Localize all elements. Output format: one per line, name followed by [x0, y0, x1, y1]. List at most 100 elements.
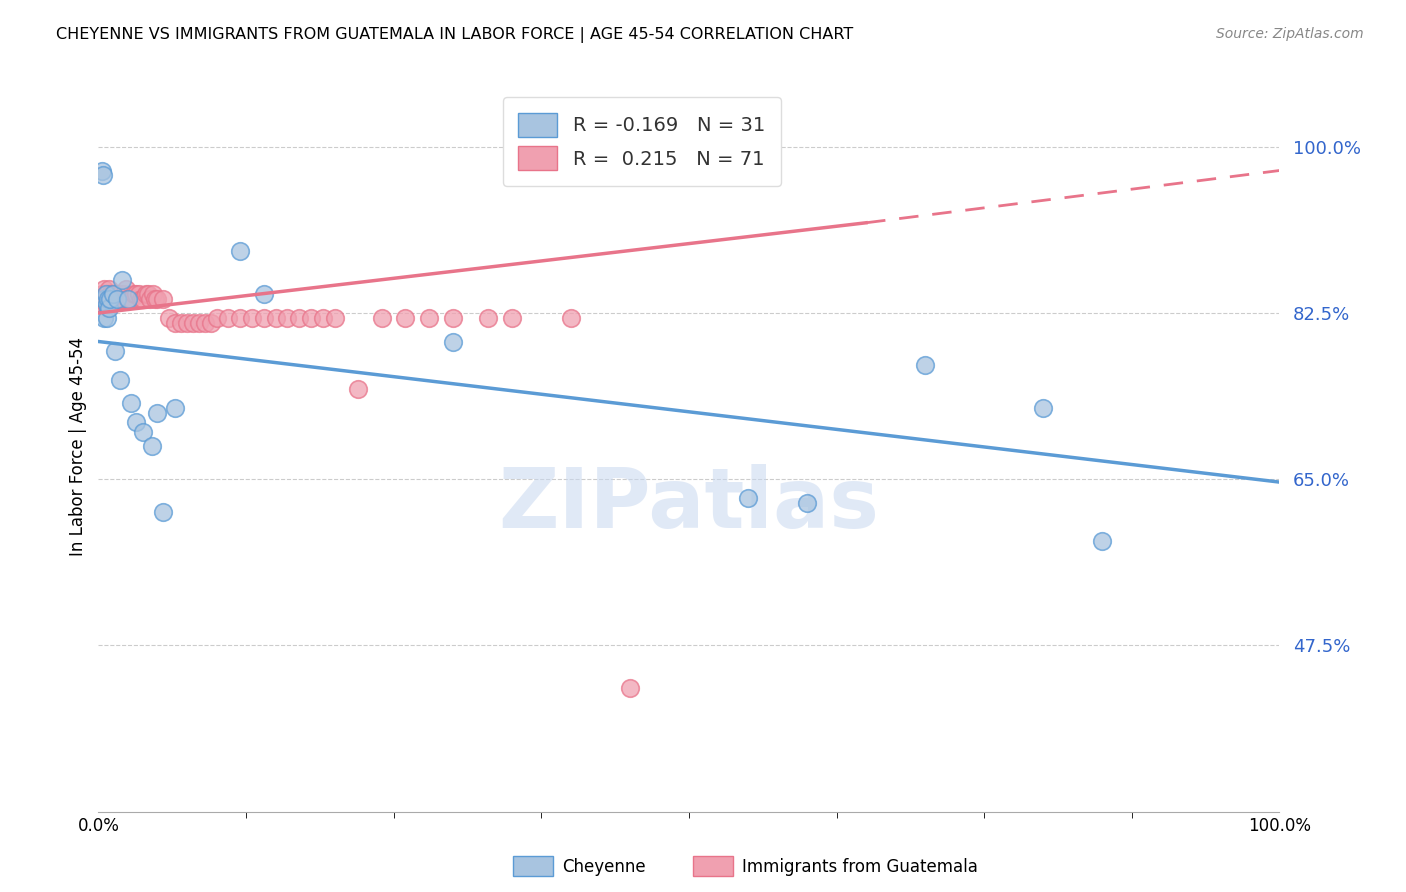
Point	[98, 282, 121, 296]
Point	[94, 287, 117, 301]
Point	[253, 287, 276, 301]
Point	[1091, 533, 1114, 548]
Point	[97, 287, 120, 301]
Point	[181, 316, 204, 330]
Point	[107, 292, 129, 306]
Point	[299, 310, 322, 325]
Point	[165, 401, 187, 415]
Point	[115, 292, 138, 306]
Point	[141, 439, 163, 453]
Point	[796, 496, 818, 510]
Point	[135, 287, 157, 301]
Point	[132, 425, 155, 439]
Text: Immigrants from Guatemala: Immigrants from Guatemala	[742, 858, 979, 876]
Point	[110, 292, 132, 306]
Point	[128, 287, 150, 301]
Point	[619, 681, 641, 696]
Point	[112, 287, 135, 301]
Point	[91, 168, 114, 182]
Text: Cheyenne: Cheyenne	[562, 858, 645, 876]
Point	[117, 292, 139, 306]
Point	[276, 310, 298, 325]
Y-axis label: In Labor Force | Age 45-54: In Labor Force | Age 45-54	[69, 336, 87, 556]
Point	[146, 406, 169, 420]
Point	[501, 310, 523, 325]
Point	[187, 316, 209, 330]
Point	[288, 310, 311, 325]
Legend: R = -0.169   N = 31, R =  0.215   N = 71: R = -0.169 N = 31, R = 0.215 N = 71	[503, 97, 780, 186]
Point	[152, 506, 174, 520]
Point	[98, 301, 121, 316]
Point	[129, 292, 152, 306]
Point	[101, 287, 124, 301]
Point	[122, 287, 145, 301]
Point	[157, 310, 180, 325]
Point	[139, 292, 162, 306]
Point	[394, 310, 416, 325]
Point	[117, 292, 139, 306]
Point	[253, 310, 276, 325]
Point	[105, 292, 128, 306]
Point	[118, 292, 141, 306]
Point	[143, 292, 166, 306]
Point	[477, 310, 499, 325]
Point	[914, 358, 936, 372]
Point	[121, 292, 143, 306]
Point	[96, 292, 118, 306]
Point	[176, 316, 198, 330]
Point	[264, 310, 287, 325]
Point	[91, 163, 114, 178]
Point	[121, 396, 143, 410]
Point	[217, 310, 239, 325]
Point	[194, 316, 217, 330]
Point	[312, 310, 335, 325]
Point	[93, 292, 115, 306]
Point	[200, 316, 222, 330]
Point	[240, 310, 263, 325]
Point	[94, 296, 117, 310]
Point	[170, 316, 193, 330]
Point	[108, 287, 131, 301]
Point	[165, 316, 187, 330]
Text: CHEYENNE VS IMMIGRANTS FROM GUATEMALA IN LABOR FORCE | AGE 45-54 CORRELATION CHA: CHEYENNE VS IMMIGRANTS FROM GUATEMALA IN…	[56, 27, 853, 43]
Point	[103, 292, 125, 306]
Point	[97, 292, 120, 306]
Point	[101, 287, 124, 301]
Point	[146, 292, 169, 306]
Point	[96, 310, 118, 325]
Point	[104, 344, 127, 359]
Point	[91, 296, 114, 310]
Point	[125, 415, 148, 429]
Text: Source: ZipAtlas.com: Source: ZipAtlas.com	[1216, 27, 1364, 41]
Point	[97, 301, 120, 316]
Point	[105, 287, 128, 301]
Point	[323, 310, 346, 325]
Point	[104, 287, 127, 301]
Point	[441, 310, 464, 325]
Point	[1032, 401, 1054, 415]
Point	[111, 292, 134, 306]
Point	[98, 292, 121, 306]
Point	[114, 282, 136, 296]
Point	[418, 310, 440, 325]
Point	[347, 382, 370, 396]
Point	[108, 372, 131, 386]
Point	[136, 287, 159, 301]
Point	[91, 287, 114, 301]
Point	[125, 287, 148, 301]
Point	[112, 292, 135, 306]
Point	[100, 287, 122, 301]
Point	[111, 273, 134, 287]
Point	[93, 310, 115, 325]
Point	[152, 292, 174, 306]
Point	[105, 292, 128, 306]
Text: ZIPatlas: ZIPatlas	[499, 464, 879, 545]
Point	[229, 244, 252, 259]
Point	[205, 310, 228, 325]
Point	[94, 292, 117, 306]
Point	[98, 287, 121, 301]
Point	[94, 287, 117, 301]
Point	[96, 296, 118, 310]
Point	[93, 282, 115, 296]
Point	[132, 292, 155, 306]
